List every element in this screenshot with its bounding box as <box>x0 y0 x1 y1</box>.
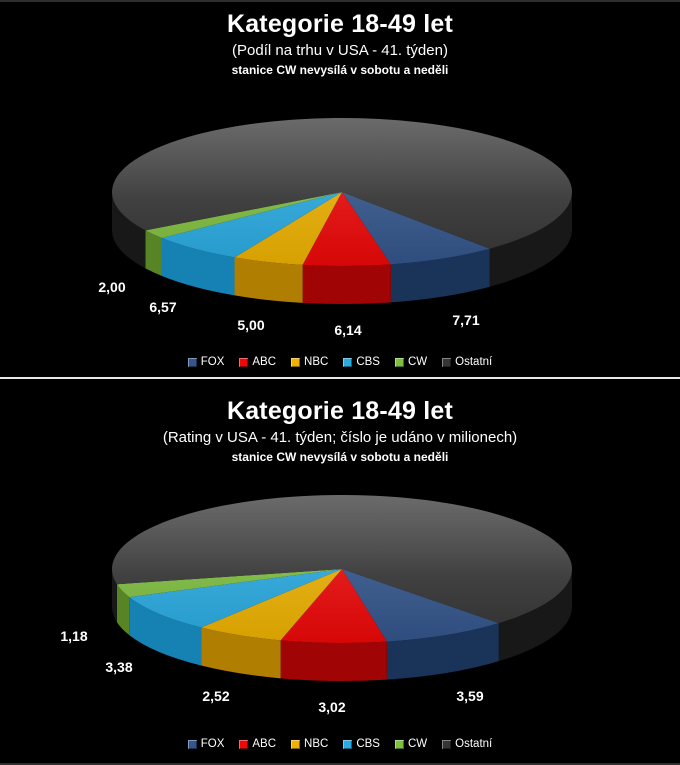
share-pie-chart <box>112 118 573 305</box>
rating-chart-panel: Kategorie 18-49 let (Rating v USA - 41. … <box>0 379 680 765</box>
data-label-CBS: 3,38 <box>105 659 133 675</box>
legend-marker-CW <box>394 739 404 749</box>
legend-label: NBC <box>304 356 329 368</box>
legend-label: FOX <box>200 356 225 368</box>
legend-item-NBC: NBC <box>291 738 328 750</box>
legend-item-CBS: CBS <box>343 738 380 750</box>
pie-top-sheen <box>112 495 572 643</box>
pie-slice-side-Ostatní <box>112 192 146 269</box>
pie-slice-side-CBS <box>129 597 202 666</box>
legend-item-Ostatní: Ostatní <box>442 738 492 750</box>
pie-slice-side-CBS <box>161 238 235 296</box>
legend-marker-Ostatní <box>442 739 452 749</box>
legend-label: CW <box>407 738 428 750</box>
legend-item-ABC: ABC <box>239 356 276 368</box>
legend-label: FOX <box>200 738 225 750</box>
legend-label: Ostatní <box>455 738 493 750</box>
legend-marker-ABC <box>239 739 249 749</box>
legend-label: CBS <box>356 356 380 368</box>
pie-slice-side-ABC <box>302 264 391 305</box>
data-label-NBC: 5,00 <box>237 317 265 333</box>
legend-label: CBS <box>356 738 380 750</box>
data-label-ABC: 6,14 <box>334 322 362 338</box>
legend-label: ABC <box>252 738 277 750</box>
pie-slice-side-FOX <box>390 248 490 303</box>
pie-slice-side-Ostatní <box>112 569 117 623</box>
legend-marker-ABC <box>239 357 249 367</box>
data-label-FOX: 7,71 <box>452 312 480 328</box>
data-label-FOX: 3,59 <box>456 688 484 704</box>
panel-separator <box>0 377 680 379</box>
share-legend: FOX ABC NBC CBS CW Ostatní <box>0 356 680 368</box>
legend-marker-FOX <box>187 357 197 367</box>
legend-item-CBS: CBS <box>343 356 380 368</box>
data-label-ABC: 3,02 <box>318 699 346 715</box>
pie-slice-side-FOX <box>386 623 499 680</box>
legend-label: NBC <box>304 738 329 750</box>
rating-pie-chart <box>112 494 573 682</box>
legend-item-CW: CW <box>394 356 428 368</box>
legend-item-FOX: FOX <box>187 738 225 750</box>
legend-item-Ostatní: Ostatní <box>442 356 492 368</box>
legend-marker-Ostatní <box>442 357 452 367</box>
legend-label: CW <box>407 356 428 368</box>
legend-label: ABC <box>252 356 277 368</box>
legend-marker-CBS <box>343 739 353 749</box>
legend-item-ABC: ABC <box>239 738 276 750</box>
pie-slice-side-CW <box>116 584 130 636</box>
data-label-CW: 2,00 <box>98 279 126 295</box>
legend-marker-NBC <box>291 357 301 367</box>
data-label-CBS: 6,57 <box>149 299 177 315</box>
data-label-NBC: 2,52 <box>202 688 230 704</box>
legend-marker-CW <box>394 357 404 367</box>
pie-slice-side-Ostatní <box>489 192 572 287</box>
legend-item-NBC: NBC <box>291 356 328 368</box>
pie-slice-side-CW <box>145 230 162 277</box>
legend-item-FOX: FOX <box>187 356 225 368</box>
legend-item-CW: CW <box>394 738 428 750</box>
pie-top-sheen <box>112 118 572 266</box>
share-chart-panel: Kategorie 18-49 let (Podíl na trhu v USA… <box>0 0 680 377</box>
pie-slice-side-ABC <box>280 640 387 682</box>
legend-marker-CBS <box>343 357 353 367</box>
pie-slice-side-NBC <box>234 257 303 303</box>
data-label-CW: 1,18 <box>60 628 88 644</box>
legend-label: Ostatní <box>455 356 493 368</box>
legend-marker-NBC <box>291 739 301 749</box>
pie-slice-side-Ostatní <box>498 569 572 662</box>
pie-slice-side-NBC <box>201 627 281 679</box>
legend-marker-FOX <box>187 739 197 749</box>
rating-legend: FOX ABC NBC CBS CW Ostatní <box>0 738 680 750</box>
